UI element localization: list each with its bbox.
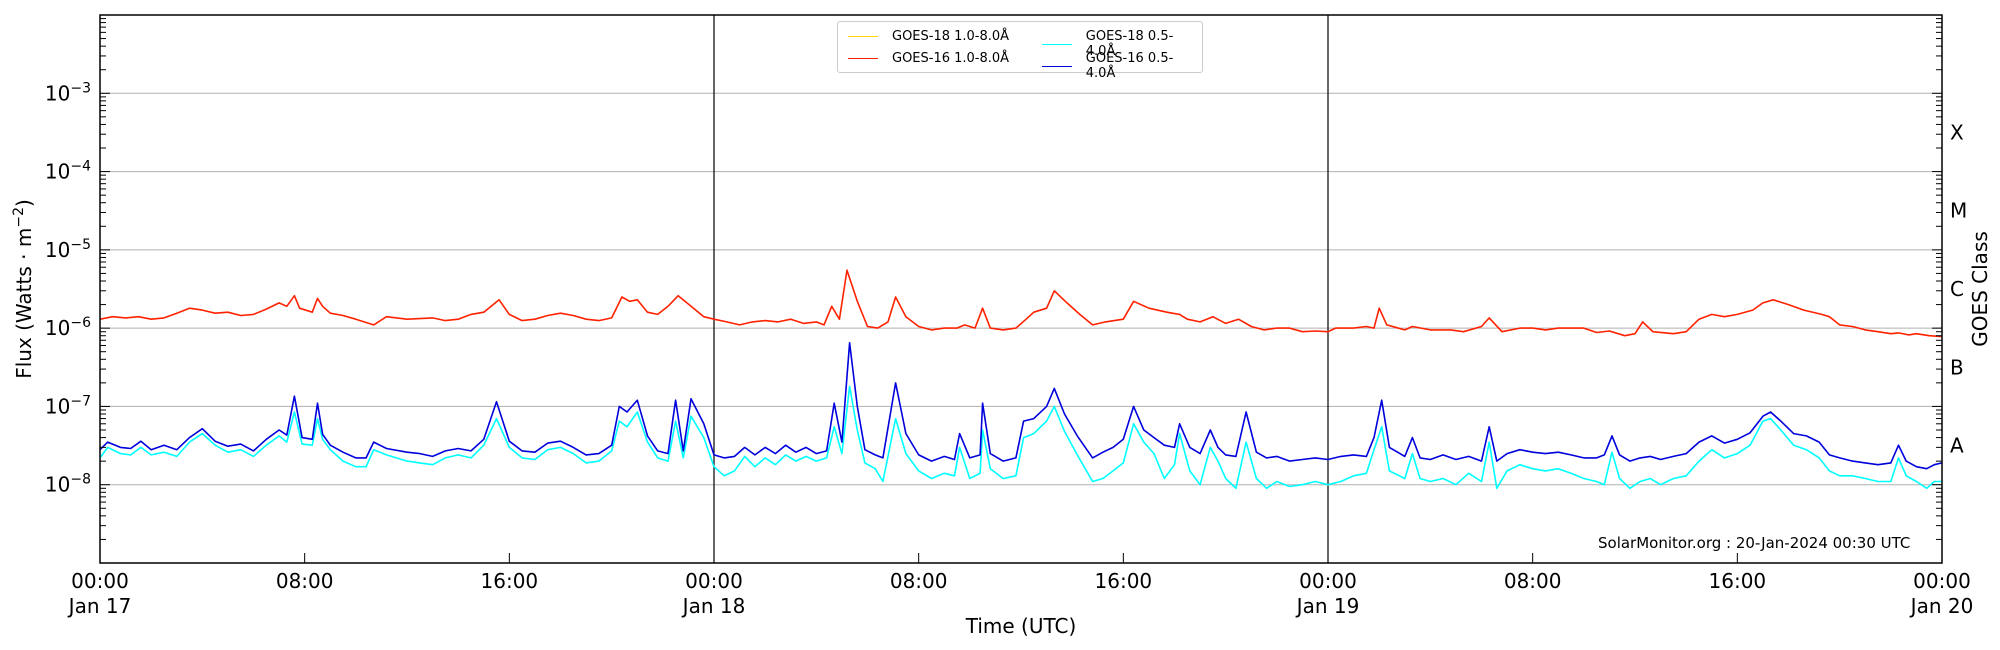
y-tick-label: 10−8 [45, 472, 91, 497]
day-boundary-lines [713, 15, 1329, 563]
legend-item-goes18-long: GOES-18 1.0-8.0Å [848, 29, 1009, 44]
legend-item-goes16-short: GOES-16 0.5-4.0Å [1042, 51, 1202, 81]
legend-swatch-goes16-short [1042, 65, 1072, 67]
y-tick-label: 10−6 [45, 315, 91, 340]
series-line-3 [99, 342, 1943, 470]
x-tick-label: 00:00 [1299, 569, 1357, 593]
x-tick-label: 00:00 [1913, 569, 1971, 593]
x-tick-label: 08:00 [276, 569, 334, 593]
legend-item-goes18-short: GOES-18 0.5-4.0Å [1042, 29, 1202, 59]
x-axis-label: Time (UTC) [965, 614, 1077, 638]
legend-swatch-goes18-long [848, 36, 878, 37]
x-tick-label: 16:00 [1095, 569, 1153, 593]
x-tick-label: 08:00 [890, 569, 948, 593]
x-tick-date-label: Jan 20 [1909, 594, 1974, 618]
y-axis-ticks: 10−3 10−4 10−5 10−6 10−7 10−8 [45, 80, 91, 496]
x-tick-date-label: Jan 17 [67, 594, 132, 618]
legend-item-goes16-long: GOES-16 1.0-8.0Å [848, 51, 1009, 66]
legend-label: GOES-16 0.5-4.0Å [1085, 51, 1174, 81]
goes-class-X: X [1950, 120, 1964, 144]
gridlines [100, 92, 1942, 486]
goes-class-B: B [1950, 355, 1964, 379]
x-tick-date-label: Jan 18 [681, 594, 746, 618]
goes-class-A: A [1950, 434, 1964, 458]
y-tick-label: 10−7 [45, 393, 91, 418]
legend-swatch-goes16-long [848, 58, 878, 59]
goes-class-labels: X M C B A [1950, 120, 1967, 457]
y-axis-label: Flux (Watts · m−2) [11, 199, 36, 379]
legend-swatch-goes18-short [1042, 43, 1072, 45]
series-line-2 [99, 385, 1942, 490]
x-tick-label: 16:00 [1709, 569, 1767, 593]
legend: GOES-18 1.0-8.0Å GOES-18 0.5-4.0Å GOES-1… [837, 21, 1203, 81]
y-axis-right-label: GOES Class [1968, 231, 1992, 347]
x-tick-label: 00:00 [685, 569, 743, 593]
y-tick-label: 10−3 [45, 80, 91, 105]
minor-ticks [100, 18, 1942, 564]
y-tick-label: 10−5 [45, 237, 91, 262]
x-tick-label: 16:00 [481, 569, 539, 593]
x-tick-label: 00:00 [71, 569, 129, 593]
goes-class-C: C [1950, 277, 1964, 301]
legend-label: GOES-18 1.0-8.0Å [892, 29, 1010, 44]
y-tick-label: 10−4 [45, 159, 91, 184]
data-series [99, 269, 1943, 490]
series-line-1 [99, 269, 1943, 338]
watermark-credit: SolarMonitor.org : 20-Jan-2024 00:30 UTC [1598, 534, 1911, 552]
legend-label: GOES-18 0.5-4.0Å [1085, 29, 1174, 59]
goes-class-M: M [1950, 199, 1967, 223]
x-tick-label: 08:00 [1504, 569, 1562, 593]
plot-frame [99, 14, 1943, 564]
legend-label: GOES-16 1.0-8.0Å [892, 51, 1010, 66]
x-tick-date-label: Jan 19 [1295, 594, 1360, 618]
